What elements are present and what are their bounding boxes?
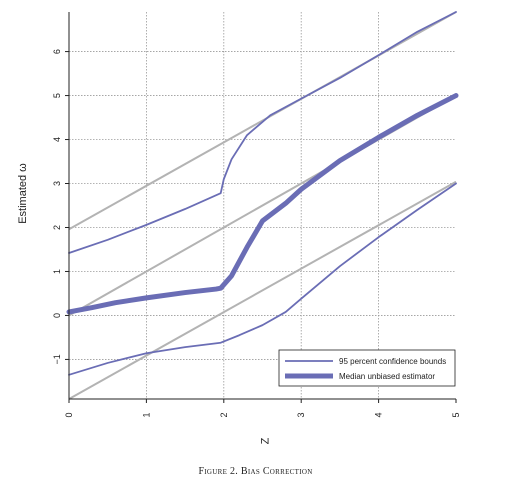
grid xyxy=(69,12,456,399)
legend-box xyxy=(278,349,456,387)
series-group xyxy=(66,11,459,376)
x-tick-label: 2 xyxy=(219,412,229,417)
y-tick-label: 5 xyxy=(52,93,62,98)
y-tick-label: 6 xyxy=(52,49,62,54)
reference-line xyxy=(68,180,457,400)
confidence-bound-line xyxy=(68,182,457,376)
figure-caption: Figure 2. Bias Correction xyxy=(198,466,313,477)
x-tick-label: 0 xyxy=(64,412,74,417)
x-tick-label: 1 xyxy=(141,412,151,417)
x-tick-label: 5 xyxy=(451,412,461,417)
y-tick-label: 1 xyxy=(52,269,62,274)
y-tick-label: 2 xyxy=(52,225,62,230)
y-tick-label: 4 xyxy=(52,137,62,142)
y-tick-label: 3 xyxy=(52,181,62,186)
y-tick-label: 0 xyxy=(52,313,62,318)
x-tick-label: 4 xyxy=(374,412,384,417)
legend-label-median: Median unbiased estimator xyxy=(339,372,435,381)
axes xyxy=(68,12,456,400)
y-tick-label: −1 xyxy=(52,354,62,364)
x-axis-label: Z xyxy=(260,437,272,444)
reference-line xyxy=(68,11,457,231)
confidence-bound-line xyxy=(68,11,457,254)
tick-labels: 0 1 2 3 4 5 −1 0 1 2 3 4 5 6 xyxy=(52,49,461,417)
y-axis-label: Estimated ω xyxy=(17,163,29,224)
reference-lines xyxy=(68,11,457,400)
legend-label-bounds: 95 percent confidence bounds xyxy=(339,357,446,366)
median-estimator-line xyxy=(66,93,459,315)
x-tick-label: 3 xyxy=(296,412,306,417)
legend: 95 percent confidence bounds Median unbia… xyxy=(278,349,456,387)
